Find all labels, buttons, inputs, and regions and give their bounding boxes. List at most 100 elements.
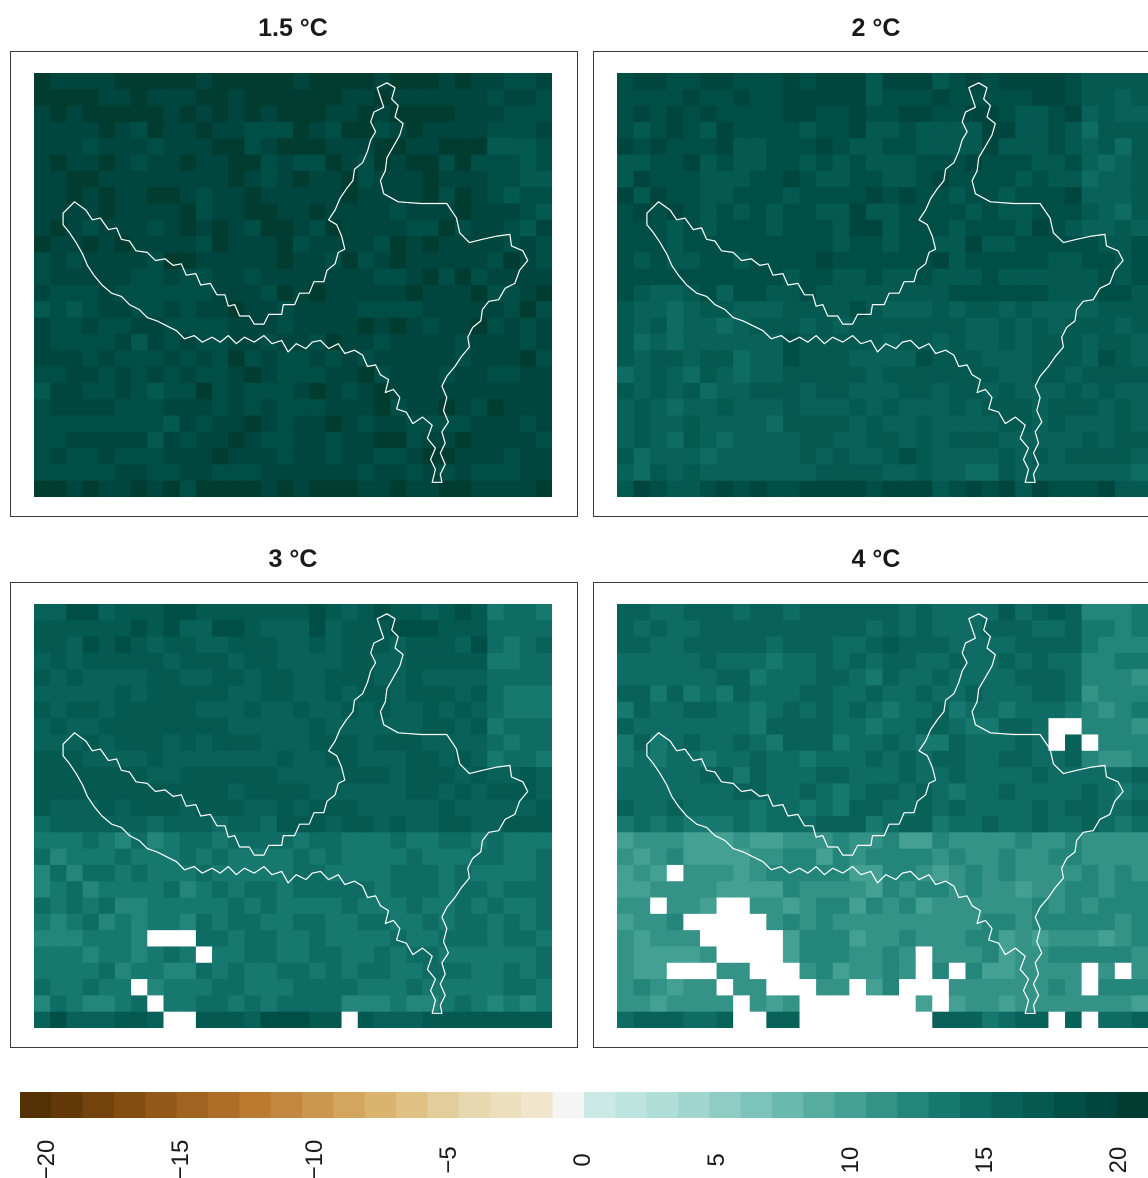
- raster-cell: [50, 105, 67, 123]
- raster-cell: [503, 636, 521, 654]
- raster-cell: [50, 73, 67, 90]
- raster-cell: [1048, 1011, 1066, 1028]
- raster-cell: [782, 881, 801, 899]
- raster-cell: [454, 799, 472, 817]
- raster-cell: [650, 382, 668, 400]
- raster-cell: [114, 431, 132, 449]
- raster-cell: [617, 415, 635, 433]
- raster-cell: [849, 350, 867, 368]
- raster-cell: [1031, 317, 1050, 335]
- raster-cell: [519, 382, 537, 400]
- raster-cell: [816, 783, 834, 801]
- raster-cell: [98, 604, 116, 621]
- colorbar-swatch: [458, 1092, 491, 1118]
- raster-cell: [357, 669, 375, 687]
- raster-cell: [1065, 219, 1083, 237]
- raster-cell: [749, 620, 767, 638]
- raster-cell: [82, 734, 100, 752]
- raster-cell: [228, 620, 246, 638]
- raster-cell: [799, 203, 817, 221]
- raster-cell: [276, 73, 294, 90]
- raster-cell: [179, 881, 197, 899]
- raster-cell: [50, 718, 67, 736]
- raster-cell: [519, 767, 537, 784]
- raster-cell: [1081, 252, 1099, 270]
- raster-cell: [1031, 848, 1050, 866]
- raster-cell: [260, 750, 278, 768]
- raster-cell: [982, 317, 1000, 335]
- raster-cell: [932, 832, 950, 850]
- raster-cell: [114, 480, 132, 497]
- raster-cell: [147, 636, 165, 654]
- raster-cell: [212, 382, 229, 400]
- raster-cell: [1015, 399, 1033, 417]
- raster-cell: [50, 962, 67, 980]
- raster-cell: [82, 73, 100, 90]
- raster-cell: [260, 480, 278, 497]
- raster-cell: [699, 203, 718, 221]
- raster-cell: [932, 979, 950, 996]
- raster-cell: [915, 783, 933, 801]
- raster-cell: [882, 138, 900, 156]
- raster-cell: [228, 333, 246, 351]
- raster-cell: [406, 669, 424, 687]
- raster-cell: [325, 121, 343, 139]
- raster-cell: [1048, 268, 1066, 286]
- raster-cell: [244, 382, 262, 400]
- raster-cell: [50, 864, 67, 882]
- raster-cell: [1114, 832, 1132, 850]
- raster-cell: [519, 431, 537, 449]
- raster-cell: [244, 848, 262, 866]
- raster-cell: [293, 464, 310, 482]
- raster-cell: [535, 848, 552, 866]
- raster-cell: [683, 864, 701, 882]
- raster-cell: [519, 73, 537, 90]
- raster-cell: [309, 767, 326, 784]
- raster-cell: [1131, 1011, 1148, 1028]
- raster-cell: [195, 73, 213, 90]
- raster-cell: [179, 366, 197, 384]
- raster-cell: [131, 89, 148, 107]
- raster-cell: [535, 897, 552, 915]
- raster-cell: [733, 881, 751, 899]
- raster-cell: [503, 350, 521, 368]
- raster-cell: [1048, 317, 1066, 335]
- raster-cell: [699, 187, 718, 205]
- raster-cell: [228, 1011, 246, 1028]
- raster-cell: [617, 154, 635, 172]
- raster-cell: [438, 636, 456, 654]
- raster-cell: [325, 415, 343, 433]
- raster-cell: [932, 203, 950, 221]
- raster-cell: [932, 333, 950, 351]
- raster-cell: [163, 946, 181, 964]
- raster-cell: [982, 783, 1000, 801]
- raster-cell: [1081, 636, 1099, 654]
- raster-cell: [932, 783, 950, 801]
- raster-cell: [147, 236, 165, 253]
- raster-cell: [998, 154, 1016, 172]
- raster-cell: [666, 399, 684, 417]
- raster-cell: [66, 636, 84, 654]
- raster-cell: [357, 480, 375, 497]
- raster-cell: [163, 382, 181, 400]
- raster-cell: [98, 881, 116, 899]
- raster-cell: [293, 350, 310, 368]
- raster-cell: [82, 187, 100, 205]
- raster-cell: [147, 73, 165, 90]
- raster-cell: [131, 881, 148, 899]
- raster-cell: [82, 604, 100, 621]
- raster-cell: [390, 219, 407, 237]
- raster-cell: [666, 864, 684, 882]
- raster-cell: [699, 848, 718, 866]
- raster-cell: [915, 962, 933, 980]
- raster-cell: [260, 399, 278, 417]
- raster-cell: [766, 431, 784, 449]
- raster-cell: [212, 620, 229, 638]
- raster-cell: [114, 154, 132, 172]
- raster-cell: [163, 73, 181, 90]
- raster-cell: [357, 366, 375, 384]
- raster-cell: [915, 73, 933, 90]
- raster-cell: [1131, 366, 1148, 384]
- raster-cell: [487, 236, 505, 253]
- raster-cell: [1081, 382, 1099, 400]
